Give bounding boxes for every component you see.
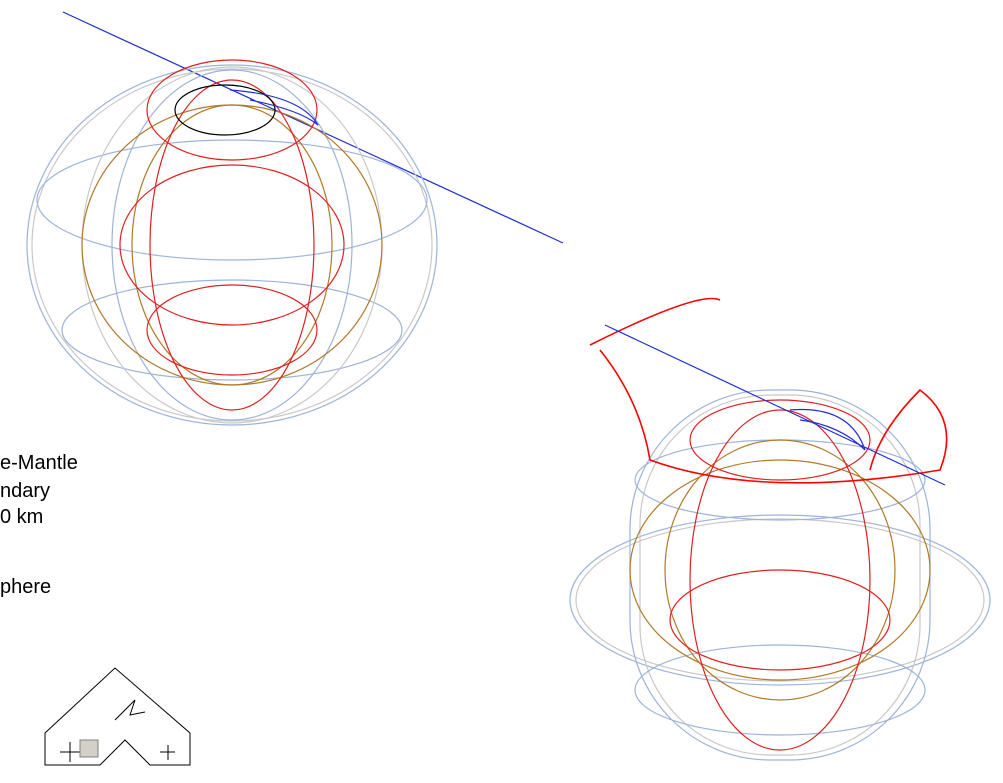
inner-core [119,164,345,326]
core [664,439,896,701]
shell [634,644,926,736]
right-globe [569,297,991,761]
shell [111,69,353,421]
shell [629,389,931,761]
left-globe [26,11,564,426]
layer-label: ndary [0,480,51,502]
gizmo-outline [44,667,191,766]
shell [36,139,428,261]
coastline [589,297,948,484]
shell [639,394,921,756]
view-button[interactable] [79,739,99,758]
inner-core [146,284,318,376]
inner-core [149,79,315,411]
shell [569,514,991,686]
inner-core [669,569,891,671]
shell [26,64,438,426]
shell [575,518,985,682]
inner-core [689,399,871,481]
inner-core [146,59,318,161]
inner-core [689,409,871,751]
layer-label: phere [0,576,52,598]
gizmo-axes [60,699,175,762]
shell [61,279,403,381]
axis-gizmo [44,667,191,766]
track [229,89,319,126]
core [629,459,931,681]
core [131,104,333,386]
shell [31,68,433,422]
layer-label: 0 km [0,506,44,528]
outline [174,84,276,136]
core [81,104,383,386]
axis-line [604,324,946,486]
track [789,408,866,451]
layer-label: e-Mantle [0,452,78,474]
